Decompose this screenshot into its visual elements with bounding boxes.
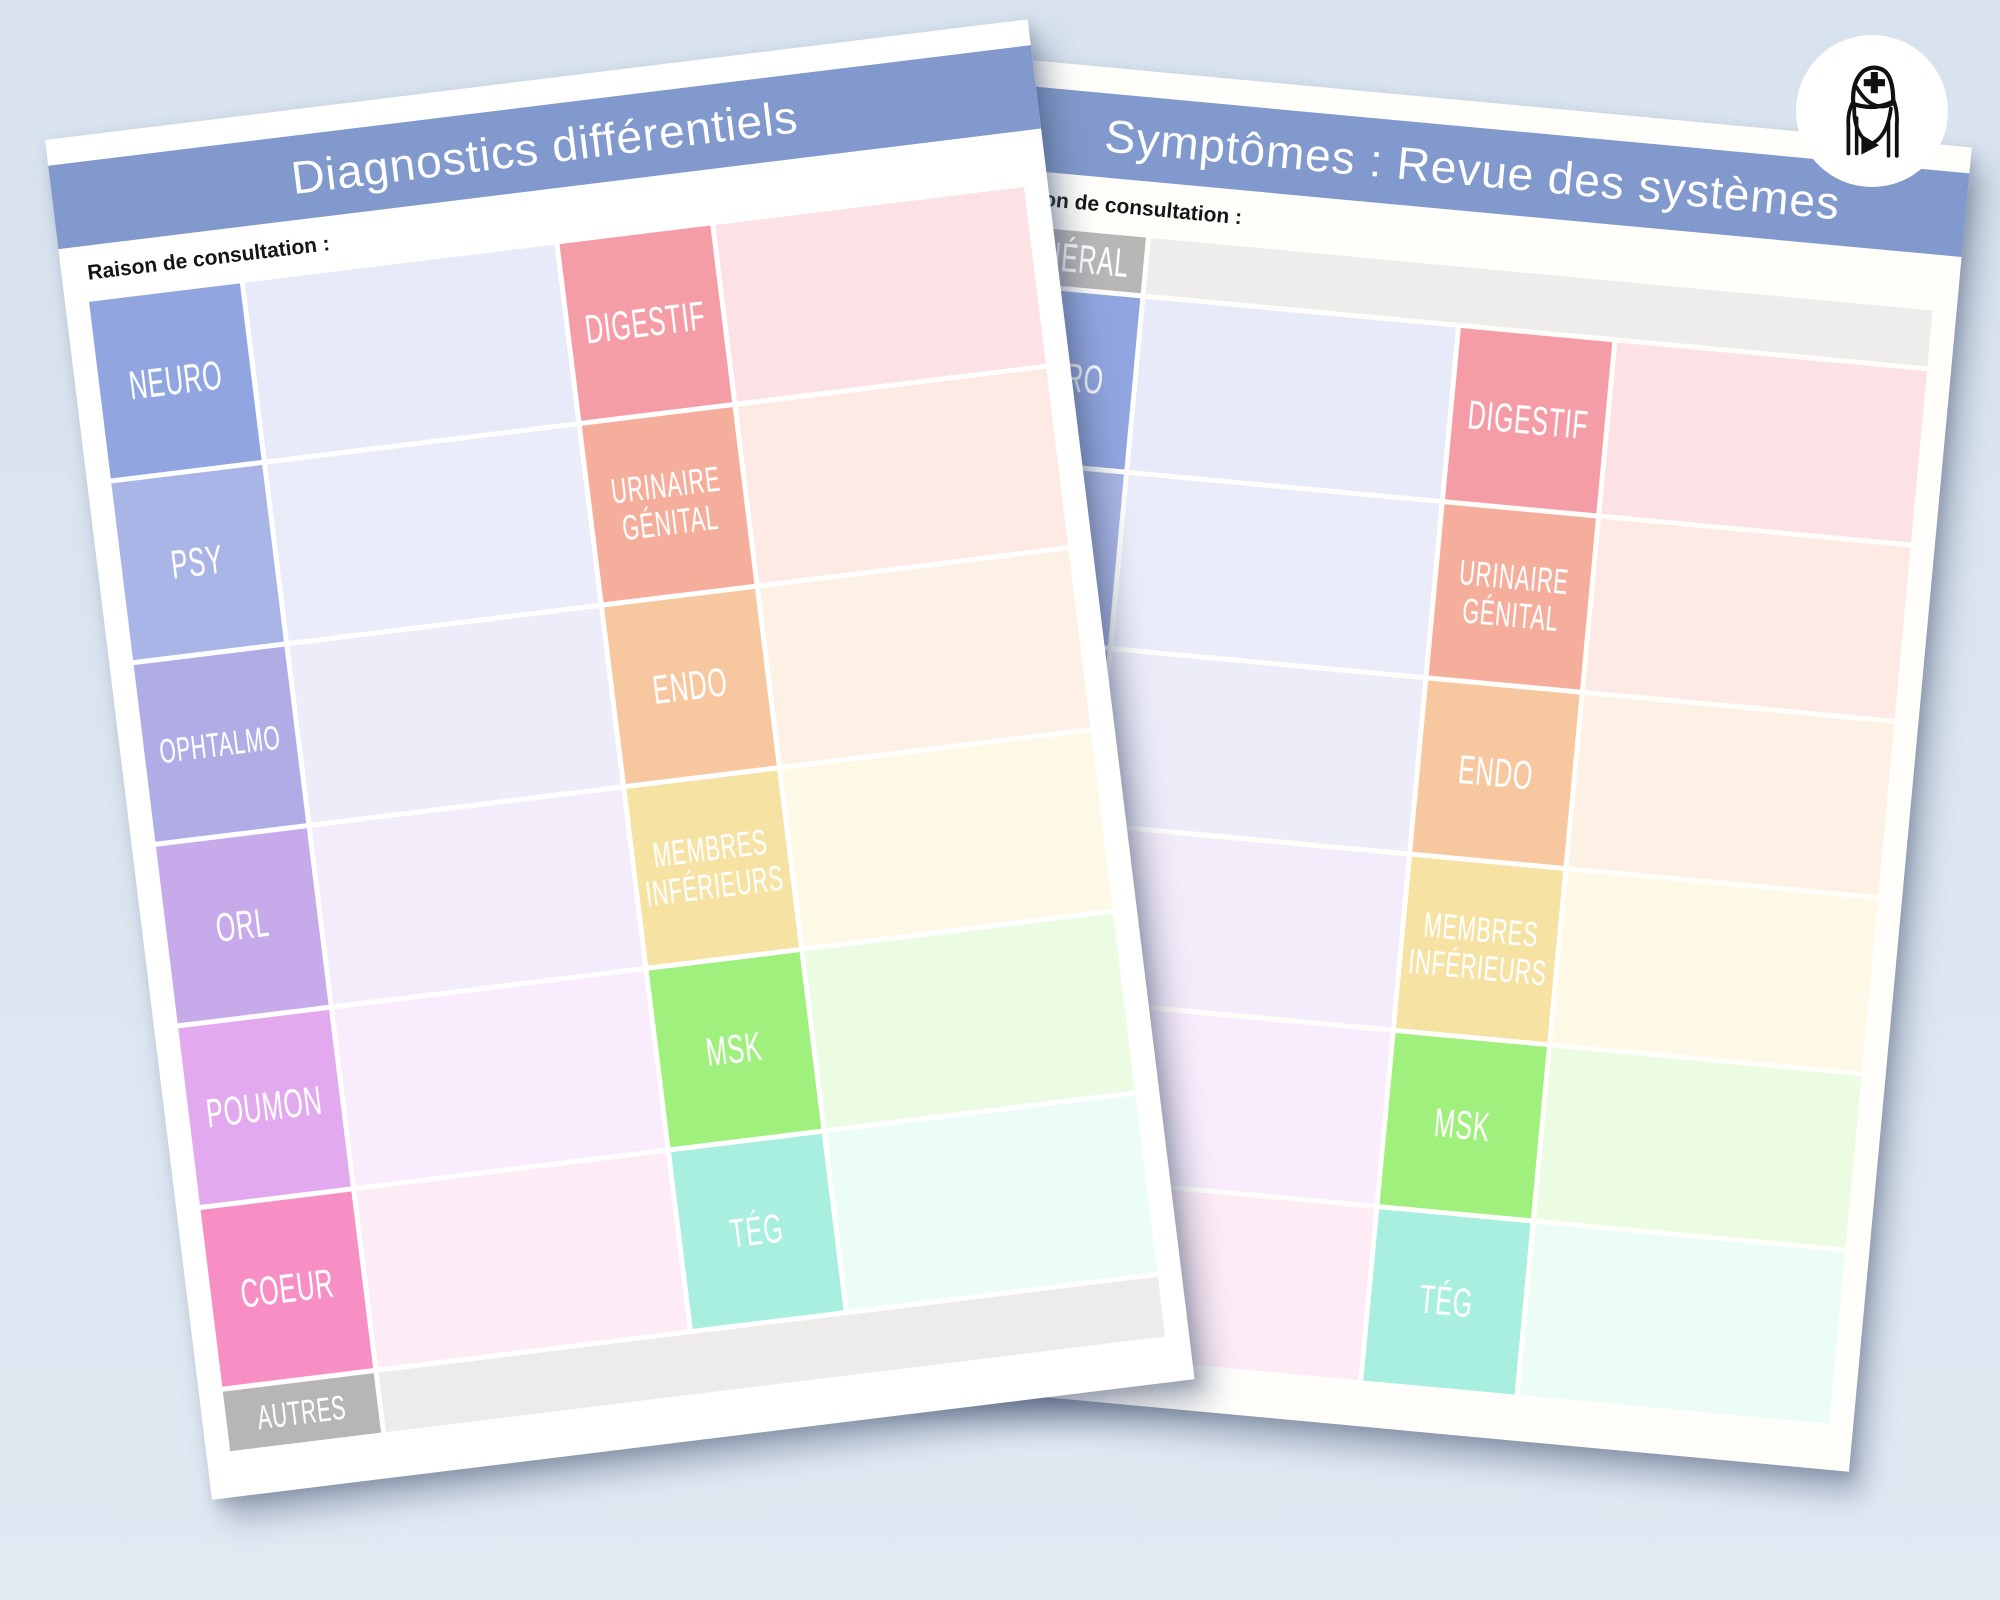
row-content-msk (804, 913, 1135, 1129)
row-content-poumon (334, 971, 665, 1186)
row-content-urinaire (737, 368, 1069, 584)
row-label-text: MSK (703, 1023, 766, 1076)
row-label-poumon: POUMON (178, 1009, 351, 1206)
row-content-membres (1551, 871, 1878, 1072)
row-content-coeur (356, 1152, 688, 1368)
row-label-text: ENDO (1456, 746, 1535, 799)
row-label-digestif: DIGESTIF (559, 225, 732, 421)
row-content-ophtalmo (289, 608, 621, 823)
row-content-msk (1535, 1047, 1862, 1248)
row-label-neuro: NEURO (89, 283, 262, 479)
row-label-text: DIGESTIF (582, 292, 708, 353)
row-label-text: MSK (1432, 1100, 1493, 1151)
nurse-icon (1846, 65, 1899, 158)
row-label-teg: TÉG (670, 1133, 844, 1329)
row-content-endo (759, 550, 1091, 765)
row-label-text: ENDO (649, 659, 730, 714)
row-content-neuro (1129, 298, 1456, 499)
diagnostics-table: NEURO DIGESTIF PSY URINAIRE GÉNITAL OPHT… (89, 187, 1166, 1452)
row-content-teg (1519, 1223, 1846, 1424)
row-content-membres (781, 731, 1113, 947)
row-label-endo: ENDO (1411, 680, 1580, 866)
row-label-text: MEMBRES INFÉRIEURS (643, 822, 786, 914)
row-label-teg: TÉG (1362, 1209, 1531, 1395)
row-label-msk: MSK (648, 952, 821, 1148)
row-label-text: OPHTALMO (157, 717, 283, 771)
nurse-badge (1796, 35, 1948, 187)
row-label-text: DIGESTIF (1465, 392, 1591, 449)
row-content-digestif (714, 187, 1046, 402)
row-label-text: URINAIRE GÉNITAL (608, 459, 722, 549)
row-label-urinaire: URINAIRE GÉNITAL (581, 407, 754, 603)
row-label-ophtalmo: OPHTALMO (133, 646, 307, 842)
row-content-psy (267, 426, 599, 642)
row-content-orl (311, 789, 643, 1005)
row-content-digestif (1600, 342, 1927, 543)
row-content-urinaire (1584, 518, 1911, 719)
row-label-text: COEUR (237, 1260, 337, 1318)
row-label-autres: AUTRES (222, 1373, 382, 1452)
page-diagnostics: Diagnostics différentiels Raison de cons… (45, 19, 1195, 1500)
row-label-orl: ORL (155, 828, 329, 1024)
row-label-membres: MEMBRES INFÉRIEURS (1395, 856, 1563, 1043)
row-label-text: PSY (169, 536, 227, 588)
row-label-text: ORL (212, 899, 272, 952)
row-content-psy (1113, 474, 1440, 676)
row-label-endo: ENDO (603, 588, 777, 785)
row-label-text: AUTRES (255, 1387, 349, 1437)
row-label-text: MEMBRES INFÉRIEURS (1406, 905, 1549, 994)
row-label-text: URINAIRE GÉNITAL (1457, 552, 1570, 639)
row-label-membres: MEMBRES INFÉRIEURS (625, 770, 799, 966)
row-content-endo (1568, 694, 1895, 896)
row-label-digestif: DIGESTIF (1444, 327, 1612, 514)
row-label-psy: PSY (111, 464, 284, 661)
row-label-urinaire: URINAIRE GÉNITAL (1428, 504, 1596, 690)
row-label-text: NEURO (126, 352, 225, 409)
row-label-text: TÉG (1417, 1276, 1476, 1327)
row-content-teg (826, 1095, 1158, 1310)
row-label-msk: MSK (1379, 1032, 1547, 1219)
row-label-text: TÉG (727, 1205, 787, 1257)
row-content-ophtalmo (1096, 651, 1423, 852)
row-label-coeur: COEUR (200, 1191, 374, 1387)
row-label-text: POUMON (203, 1077, 326, 1137)
row-content-neuro (244, 244, 576, 460)
